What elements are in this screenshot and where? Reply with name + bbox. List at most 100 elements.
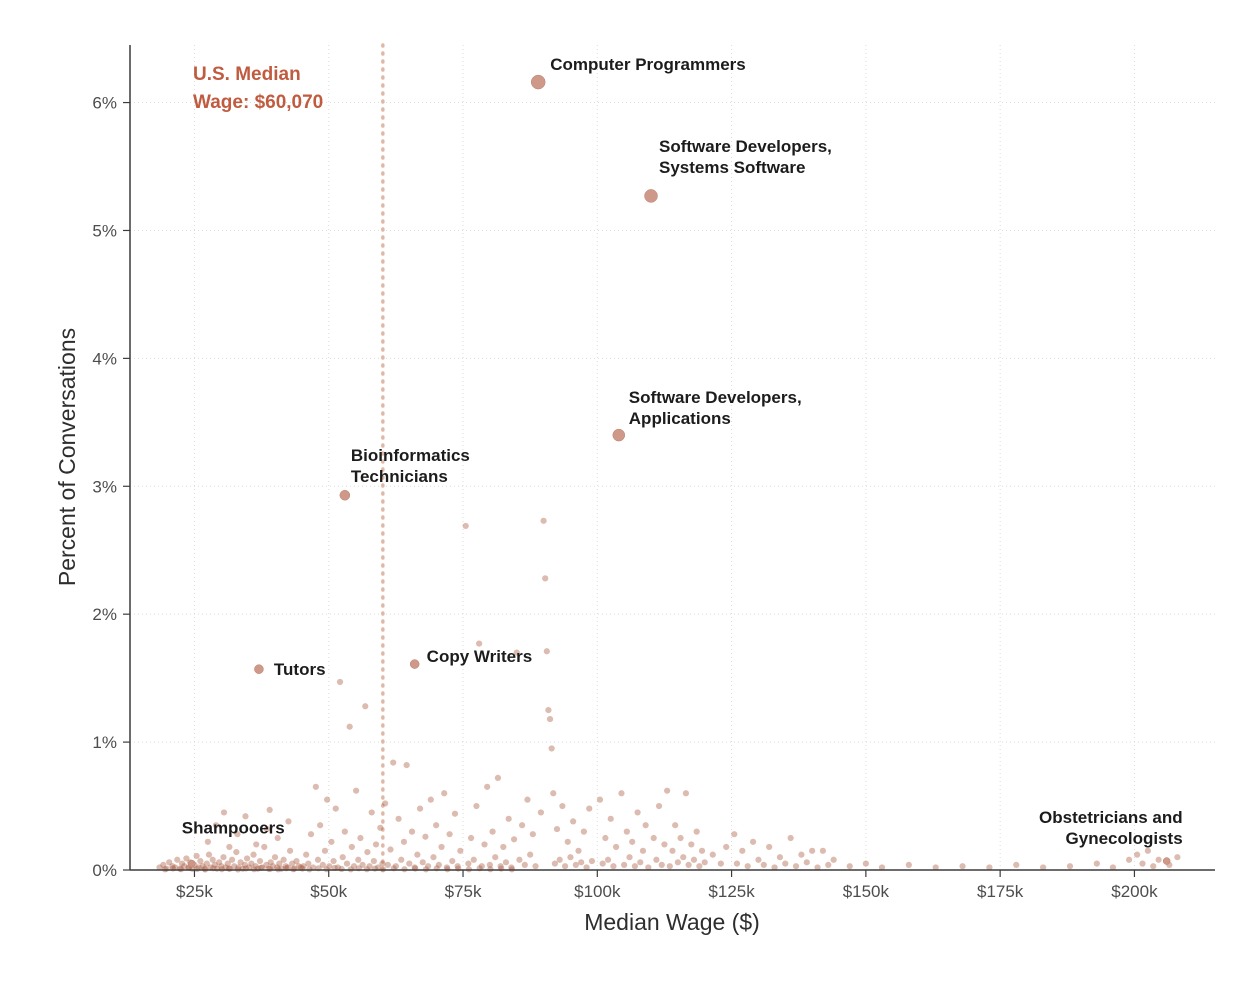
scatter-point: [371, 865, 379, 872]
scatter-point: [626, 854, 633, 861]
scatter-point: [266, 806, 273, 813]
scatter-point: [343, 860, 351, 867]
scatter-point: [321, 847, 329, 854]
scatter-point: [540, 517, 547, 524]
labeled-point: [612, 428, 626, 442]
scatter-point: [666, 863, 673, 870]
scatter-point: [451, 810, 459, 817]
scatter-point: [803, 859, 810, 866]
scatter-point: [441, 790, 448, 797]
scatter-point: [317, 822, 324, 829]
scatter-point: [613, 843, 620, 851]
scatter-point: [425, 863, 432, 870]
scatter-point: [285, 818, 292, 825]
labels-layer: Computer Programmers Software Developers,…: [182, 55, 1183, 848]
scatter-point: [295, 863, 302, 870]
scatter-point: [959, 863, 966, 870]
scatter-point: [289, 860, 296, 867]
scatter-point: [634, 809, 641, 816]
scatter-point: [814, 864, 821, 871]
scatter-point: [444, 866, 451, 873]
scatter-point: [403, 762, 410, 769]
scatter-point: [401, 866, 408, 873]
scatter-point: [1093, 860, 1100, 867]
scatter-point: [338, 865, 345, 873]
scatter-point: [1174, 854, 1181, 861]
scatter-point: [412, 865, 419, 872]
scatter-point: [631, 863, 639, 870]
scatter-point: [339, 854, 346, 861]
y-tick-label: 2%: [92, 605, 117, 624]
scatter-point: [314, 856, 322, 863]
scatter-point: [487, 866, 494, 873]
scatter-point: [564, 838, 571, 845]
scatter-point: [532, 863, 539, 870]
scatter-point: [760, 861, 767, 868]
scatter-point: [276, 860, 283, 867]
x-tick-label: $125k: [708, 882, 755, 901]
scatter-point: [274, 864, 281, 871]
scatter-point: [379, 860, 386, 867]
us-median-wage-annotation-line2: Wage: $60,070: [193, 92, 323, 113]
scatter-point: [267, 859, 274, 866]
point-label: Tutors: [274, 660, 326, 679]
scatter-point: [498, 865, 505, 872]
scatter-point: [1040, 864, 1047, 871]
scatter-point: [755, 856, 762, 863]
scatter-point: [174, 856, 181, 863]
point-label: Bioinformatics: [351, 446, 470, 465]
scatter-point: [519, 822, 526, 829]
scatter-point: [787, 834, 794, 842]
scatter-point: [377, 824, 384, 831]
scatter-point: [263, 861, 270, 868]
scatter-point: [542, 575, 549, 582]
grid-layer: [130, 45, 1215, 870]
points-layer: [156, 74, 1181, 873]
scatter-point: [222, 864, 229, 871]
scatter-point: [357, 834, 364, 842]
scatter-point: [478, 863, 485, 870]
scatter-point: [446, 831, 453, 838]
scatter-point: [623, 828, 630, 835]
labeled-point: [188, 859, 196, 868]
scatter-point: [465, 860, 472, 867]
scatter-point: [366, 863, 373, 870]
point-label: Gynecologists: [1066, 829, 1183, 848]
scatter-point: [1125, 856, 1133, 863]
scatter-point: [521, 861, 528, 868]
scatter-point: [473, 802, 480, 810]
scatter-point: [350, 863, 358, 870]
scatter-point: [792, 863, 800, 870]
scatter-point: [169, 863, 176, 870]
scatter-point: [299, 865, 306, 872]
scatter-point: [599, 860, 606, 867]
scatter-point: [502, 859, 510, 866]
scatter-point: [282, 863, 289, 870]
scatter-point: [846, 863, 853, 870]
scatter-point: [658, 861, 665, 868]
scatter-point: [733, 860, 741, 867]
scatter-point: [688, 841, 695, 848]
scatter-point: [242, 813, 249, 820]
scatter-point: [494, 774, 502, 782]
scatter-point: [986, 864, 993, 871]
scatter-point: [510, 836, 518, 843]
x-tick-label: $50k: [310, 882, 347, 901]
scatter-point: [286, 847, 294, 854]
point-label: Technicians: [351, 467, 448, 486]
scatter-point: [583, 864, 590, 871]
scatter-point: [269, 863, 276, 870]
scatter-point: [228, 856, 236, 863]
point-label: Obstetricians and: [1039, 808, 1183, 827]
point-label: Computer Programmers: [550, 55, 746, 74]
scatter-point: [551, 860, 558, 867]
scatter-point: [470, 856, 477, 863]
scatter-point: [766, 843, 773, 851]
scatter-point: [489, 828, 496, 835]
scatter-point: [527, 851, 534, 858]
point-label: Copy Writers: [427, 647, 533, 666]
scatter-point: [548, 745, 555, 752]
scatter-point: [696, 863, 703, 870]
scatter-point: [203, 860, 210, 867]
